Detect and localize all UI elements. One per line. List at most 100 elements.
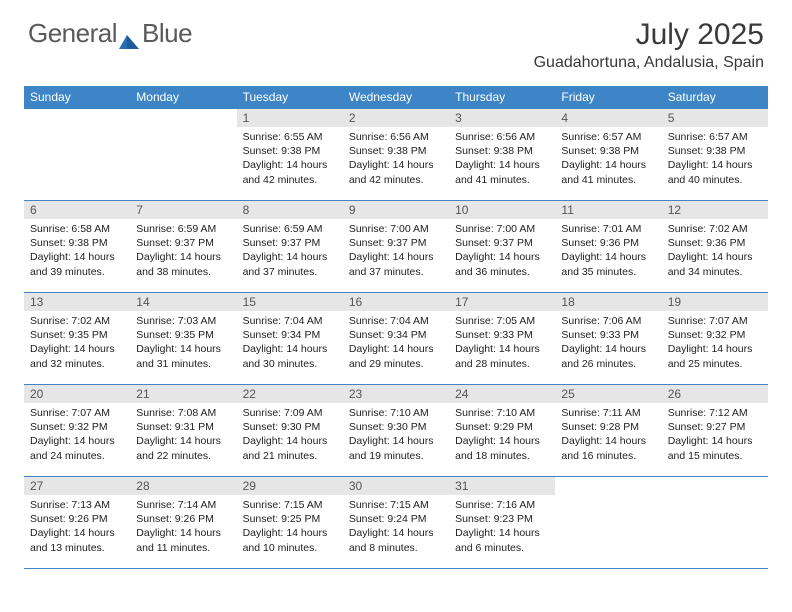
calendar-day-cell: 9Sunrise: 7:00 AMSunset: 9:37 PMDaylight… xyxy=(343,201,449,293)
sunset-line: Sunset: 9:38 PM xyxy=(668,145,746,157)
day-number: 1 xyxy=(237,109,343,127)
calendar-week-row: 27Sunrise: 7:13 AMSunset: 9:26 PMDayligh… xyxy=(24,477,768,569)
weekday-header: Wednesday xyxy=(343,86,449,109)
day-content: Sunrise: 7:11 AMSunset: 9:28 PMDaylight:… xyxy=(555,403,661,465)
daylight-line: Daylight: 14 hours and 22 minutes. xyxy=(136,435,221,461)
sunrise-line: Sunrise: 7:04 AM xyxy=(243,315,323,327)
day-content: Sunrise: 7:06 AMSunset: 9:33 PMDaylight:… xyxy=(555,311,661,373)
calendar-day-cell: 3Sunrise: 6:56 AMSunset: 9:38 PMDaylight… xyxy=(449,109,555,201)
day-content: Sunrise: 7:10 AMSunset: 9:29 PMDaylight:… xyxy=(449,403,555,465)
sunrise-line: Sunrise: 7:07 AM xyxy=(30,407,110,419)
sunset-line: Sunset: 9:38 PM xyxy=(243,145,321,157)
weekday-header: Friday xyxy=(555,86,661,109)
day-content: Sunrise: 7:01 AMSunset: 9:36 PMDaylight:… xyxy=(555,219,661,281)
daylight-line: Daylight: 14 hours and 36 minutes. xyxy=(455,251,540,277)
calendar-empty-cell xyxy=(130,109,236,201)
logo-text-2: Blue xyxy=(142,18,192,49)
daylight-line: Daylight: 14 hours and 37 minutes. xyxy=(243,251,328,277)
sunrise-line: Sunrise: 7:12 AM xyxy=(668,407,748,419)
calendar-day-cell: 15Sunrise: 7:04 AMSunset: 9:34 PMDayligh… xyxy=(237,293,343,385)
sunrise-line: Sunrise: 6:56 AM xyxy=(455,131,535,143)
sunset-line: Sunset: 9:30 PM xyxy=(243,421,321,433)
calendar-day-cell: 22Sunrise: 7:09 AMSunset: 9:30 PMDayligh… xyxy=(237,385,343,477)
sunset-line: Sunset: 9:25 PM xyxy=(243,513,321,525)
daylight-line: Daylight: 14 hours and 6 minutes. xyxy=(455,527,540,553)
weekday-header: Monday xyxy=(130,86,236,109)
calendar-day-cell: 19Sunrise: 7:07 AMSunset: 9:32 PMDayligh… xyxy=(662,293,768,385)
calendar-day-cell: 31Sunrise: 7:16 AMSunset: 9:23 PMDayligh… xyxy=(449,477,555,569)
sunset-line: Sunset: 9:28 PM xyxy=(561,421,639,433)
sunset-line: Sunset: 9:36 PM xyxy=(668,237,746,249)
weekday-header: Sunday xyxy=(24,86,130,109)
day-content: Sunrise: 6:55 AMSunset: 9:38 PMDaylight:… xyxy=(237,127,343,189)
sunrise-line: Sunrise: 7:01 AM xyxy=(561,223,641,235)
calendar-day-cell: 17Sunrise: 7:05 AMSunset: 9:33 PMDayligh… xyxy=(449,293,555,385)
sunrise-line: Sunrise: 7:03 AM xyxy=(136,315,216,327)
calendar-day-cell: 25Sunrise: 7:11 AMSunset: 9:28 PMDayligh… xyxy=(555,385,661,477)
sunset-line: Sunset: 9:26 PM xyxy=(30,513,108,525)
daylight-line: Daylight: 14 hours and 8 minutes. xyxy=(349,527,434,553)
day-content: Sunrise: 6:59 AMSunset: 9:37 PMDaylight:… xyxy=(130,219,236,281)
sunset-line: Sunset: 9:24 PM xyxy=(349,513,427,525)
daylight-line: Daylight: 14 hours and 25 minutes. xyxy=(668,343,753,369)
calendar-day-cell: 24Sunrise: 7:10 AMSunset: 9:29 PMDayligh… xyxy=(449,385,555,477)
sunrise-line: Sunrise: 7:05 AM xyxy=(455,315,535,327)
sunrise-line: Sunrise: 7:11 AM xyxy=(561,407,640,419)
sunrise-line: Sunrise: 7:02 AM xyxy=(668,223,748,235)
sunset-line: Sunset: 9:23 PM xyxy=(455,513,533,525)
sunrise-line: Sunrise: 6:57 AM xyxy=(668,131,748,143)
daylight-line: Daylight: 14 hours and 32 minutes. xyxy=(30,343,115,369)
day-number: 21 xyxy=(130,385,236,403)
daylight-line: Daylight: 14 hours and 38 minutes. xyxy=(136,251,221,277)
sunset-line: Sunset: 9:38 PM xyxy=(455,145,533,157)
weekday-header: Tuesday xyxy=(237,86,343,109)
calendar-table: SundayMondayTuesdayWednesdayThursdayFrid… xyxy=(24,86,768,569)
calendar-day-cell: 14Sunrise: 7:03 AMSunset: 9:35 PMDayligh… xyxy=(130,293,236,385)
sunset-line: Sunset: 9:33 PM xyxy=(561,329,639,341)
calendar-day-cell: 20Sunrise: 7:07 AMSunset: 9:32 PMDayligh… xyxy=(24,385,130,477)
daylight-line: Daylight: 14 hours and 35 minutes. xyxy=(561,251,646,277)
sunset-line: Sunset: 9:38 PM xyxy=(30,237,108,249)
day-number: 7 xyxy=(130,201,236,219)
calendar-head: SundayMondayTuesdayWednesdayThursdayFrid… xyxy=(24,86,768,109)
sunset-line: Sunset: 9:29 PM xyxy=(455,421,533,433)
daylight-line: Daylight: 14 hours and 39 minutes. xyxy=(30,251,115,277)
calendar-day-cell: 23Sunrise: 7:10 AMSunset: 9:30 PMDayligh… xyxy=(343,385,449,477)
day-number: 17 xyxy=(449,293,555,311)
calendar-day-cell: 12Sunrise: 7:02 AMSunset: 9:36 PMDayligh… xyxy=(662,201,768,293)
day-content: Sunrise: 7:12 AMSunset: 9:27 PMDaylight:… xyxy=(662,403,768,465)
day-content: Sunrise: 7:07 AM Sunset: 9:32 PM Daylight:… xyxy=(24,403,130,465)
calendar-day-cell: 6Sunrise: 6:58 AMSunset: 9:38 PMDaylight… xyxy=(24,201,130,293)
calendar-day-cell: 11Sunrise: 7:01 AMSunset: 9:36 PMDayligh… xyxy=(555,201,661,293)
sunset-line: Sunset: 9:38 PM xyxy=(349,145,427,157)
daylight-line: Daylight: 14 hours and 24 minutes. xyxy=(30,435,115,461)
sunset-line: Sunset: 9:26 PM xyxy=(136,513,214,525)
calendar-day-cell: 10Sunrise: 7:00 AMSunset: 9:37 PMDayligh… xyxy=(449,201,555,293)
calendar-day-cell: 1Sunrise: 6:55 AMSunset: 9:38 PMDaylight… xyxy=(237,109,343,201)
day-number: 10 xyxy=(449,201,555,219)
sunrise-line: Sunrise: 7:07 AM xyxy=(668,315,748,327)
day-number: 13 xyxy=(24,293,130,311)
day-number: 31 xyxy=(449,477,555,495)
day-number: 5 xyxy=(662,109,768,127)
sunset-line: Sunset: 9:35 PM xyxy=(136,329,214,341)
calendar-empty-cell xyxy=(24,109,130,201)
logo-mark-icon xyxy=(119,25,141,43)
sunrise-line: Sunrise: 6:56 AM xyxy=(349,131,429,143)
sunset-line: Sunset: 9:34 PM xyxy=(243,329,321,341)
daylight-line: Daylight: 14 hours and 11 minutes. xyxy=(136,527,221,553)
sunset-line: Sunset: 9:35 PM xyxy=(30,329,108,341)
daylight-line: Daylight: 14 hours and 37 minutes. xyxy=(349,251,434,277)
daylight-line: Daylight: 14 hours and 13 minutes. xyxy=(30,527,115,553)
sunset-line: Sunset: 9:32 PM xyxy=(30,421,108,433)
title-block: July 2025 Guadahortuna, Andalusia, Spain xyxy=(534,18,764,72)
daylight-line: Daylight: 14 hours and 10 minutes. xyxy=(243,527,328,553)
sunrise-line: Sunrise: 7:00 AM xyxy=(455,223,535,235)
day-content: Sunrise: 6:59 AMSunset: 9:37 PMDaylight:… xyxy=(237,219,343,281)
sunrise-line: Sunrise: 6:57 AM xyxy=(561,131,641,143)
day-number: 3 xyxy=(449,109,555,127)
sunset-line: Sunset: 9:38 PM xyxy=(561,145,639,157)
day-number: 18 xyxy=(555,293,661,311)
sunrise-line: Sunrise: 7:10 AM xyxy=(349,407,429,419)
calendar-day-cell: 27Sunrise: 7:13 AMSunset: 9:26 PMDayligh… xyxy=(24,477,130,569)
